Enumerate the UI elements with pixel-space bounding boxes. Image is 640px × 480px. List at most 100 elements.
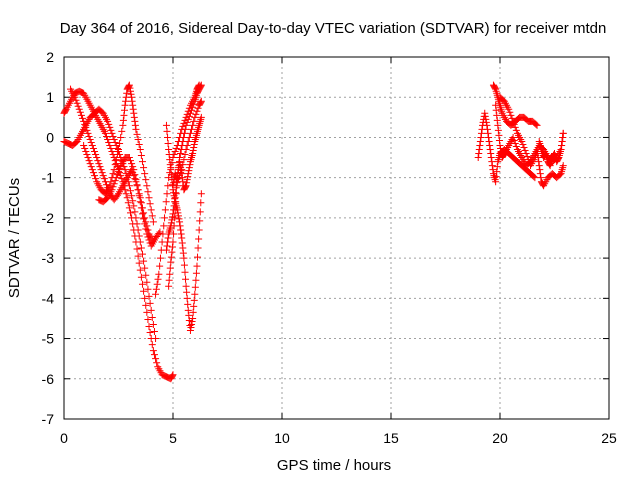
data-point (180, 156, 188, 164)
data-point (483, 125, 491, 133)
data-point (92, 151, 100, 159)
data-point (166, 264, 174, 272)
data-point (491, 84, 499, 92)
data-point (135, 259, 143, 267)
data-point (155, 270, 163, 278)
data-point (122, 190, 130, 198)
data-point (184, 173, 192, 181)
data-point (559, 162, 567, 170)
data-point (170, 202, 178, 210)
data-point (185, 167, 193, 175)
data-point (533, 121, 541, 129)
data-point (556, 171, 564, 179)
data-point (75, 105, 83, 113)
data-point (197, 199, 205, 207)
data-point (474, 154, 482, 162)
data-point (103, 132, 111, 140)
data-point (152, 290, 160, 298)
data-point (71, 93, 79, 101)
data-point (118, 127, 126, 135)
y-tick-label: -1 (42, 170, 55, 186)
data-point (146, 329, 154, 337)
data-point (107, 126, 115, 134)
data-point (122, 97, 130, 105)
data-point (531, 174, 539, 182)
data-point (500, 151, 508, 159)
axis-ticks (63, 56, 610, 420)
data-point (167, 166, 175, 174)
data-point (189, 121, 197, 129)
data-point (181, 268, 189, 276)
data-point (186, 129, 194, 137)
data-point (195, 235, 203, 243)
data-point (120, 111, 128, 119)
data-point (120, 106, 128, 114)
data-point (145, 194, 153, 202)
data-point (156, 262, 164, 270)
data-point (149, 347, 157, 355)
data-point (89, 169, 97, 177)
data-point (558, 137, 566, 145)
data-point (190, 144, 198, 151)
data-point (129, 163, 137, 171)
data-point (165, 276, 173, 284)
data-point (175, 215, 183, 223)
series-track-o (535, 129, 567, 170)
x-tick-label: 0 (60, 430, 68, 446)
data-point (186, 161, 194, 169)
data-point (87, 163, 95, 171)
data-point (172, 145, 180, 153)
data-point (188, 317, 196, 325)
data-point (141, 170, 149, 178)
x-tick-label: 5 (169, 430, 177, 446)
y-tick-label: -2 (42, 210, 55, 226)
data-point (85, 157, 93, 165)
data-point (118, 175, 126, 183)
data-point (86, 160, 94, 168)
data-point (181, 125, 189, 133)
data-point (558, 141, 566, 149)
x-tick-label: 25 (601, 430, 617, 446)
y-tick-label: 1 (46, 89, 54, 105)
data-point (130, 166, 138, 174)
data-point (520, 144, 528, 151)
data-point (115, 168, 122, 176)
data-point (183, 176, 191, 184)
data-point (141, 220, 149, 228)
data-point (144, 188, 152, 196)
data-point (492, 106, 500, 114)
data-point (113, 145, 121, 153)
data-point (492, 178, 500, 186)
data-point (197, 81, 205, 89)
data-point (152, 335, 160, 343)
data-point (156, 254, 164, 262)
data-point (176, 158, 184, 166)
data-point (97, 166, 105, 174)
data-point (130, 113, 138, 121)
data-point (169, 210, 177, 218)
data-point (518, 137, 526, 145)
data-point (141, 294, 149, 302)
data-point (180, 261, 188, 269)
data-point (189, 308, 197, 316)
data-point (178, 166, 186, 174)
data-point (152, 285, 160, 293)
data-point (523, 153, 531, 161)
data-point (126, 187, 134, 195)
data-point (140, 257, 148, 265)
data-point (135, 140, 143, 148)
data-point (554, 155, 562, 163)
data-point (486, 141, 494, 149)
data-point (136, 146, 144, 154)
data-point (125, 81, 133, 89)
data-point (511, 139, 519, 147)
data-point (173, 178, 181, 186)
data-point (184, 137, 192, 145)
data-point (84, 154, 92, 162)
data-point (546, 161, 554, 169)
data-point (164, 133, 172, 141)
data-point (92, 175, 100, 183)
data-point (112, 156, 120, 164)
data-point (141, 214, 149, 222)
data-point (116, 139, 124, 147)
